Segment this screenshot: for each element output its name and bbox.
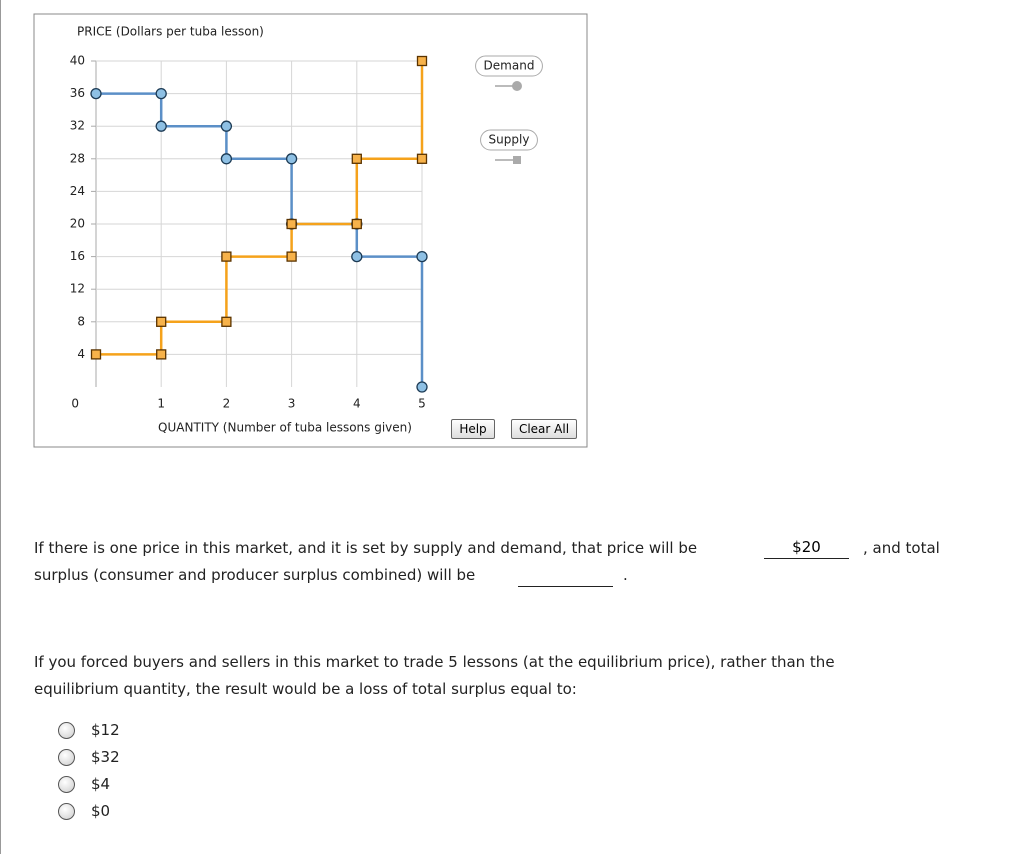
data-point <box>351 153 362 164</box>
y-tick-label: 24 <box>70 184 85 198</box>
option-label[interactable]: $0 <box>91 802 111 820</box>
data-point <box>156 316 167 327</box>
y-tick-label: 8 <box>77 314 85 328</box>
x-axis-label: QUANTITY (Number of tuba lessons given) <box>158 421 412 435</box>
answer-text: $20 <box>792 538 821 556</box>
answer-blank[interactable] <box>518 566 613 587</box>
legend-button <box>480 129 538 151</box>
data-point <box>416 153 428 164</box>
legend-label: Demand <box>484 59 535 73</box>
answer-blank[interactable]: $20 <box>764 538 849 559</box>
radio-button[interactable] <box>58 776 75 793</box>
data-point <box>286 251 297 262</box>
data-point <box>155 120 167 132</box>
option-label[interactable]: $12 <box>91 721 120 739</box>
data-point <box>416 381 428 393</box>
data-point <box>90 87 102 100</box>
legend-swatch <box>512 81 522 91</box>
option-label[interactable]: $32 <box>91 748 120 766</box>
y-tick-label: 40 <box>70 54 85 68</box>
question-text: . <box>623 566 628 584</box>
legend-button <box>475 55 543 77</box>
legend-label: Supply <box>489 133 530 147</box>
y-tick-label: 0 <box>71 397 79 411</box>
legend-swatch <box>513 156 521 164</box>
x-tick-label: 1 <box>157 397 165 411</box>
question-text: , and total <box>863 539 940 557</box>
data-point <box>220 153 233 165</box>
data-point <box>351 218 362 230</box>
data-point <box>285 153 298 165</box>
legend-item[interactable]: Demand <box>475 55 543 91</box>
radio-button[interactable] <box>58 722 75 739</box>
y-tick-label: 12 <box>70 282 85 296</box>
y-tick-label: 36 <box>70 86 85 100</box>
data-point <box>90 349 102 360</box>
radio-button[interactable] <box>58 803 75 820</box>
question-text: If you forced buyers and sellers in this… <box>34 653 835 671</box>
data-point <box>155 87 167 100</box>
data-point <box>351 250 363 263</box>
data-point <box>220 120 233 132</box>
data-point <box>156 349 167 360</box>
clear-all-button[interactable]: Clear All <box>511 419 577 439</box>
data-point <box>221 316 232 327</box>
y-tick-label: 28 <box>70 151 85 165</box>
y-tick-label: 20 <box>70 217 85 231</box>
data-point <box>416 55 428 67</box>
help-button[interactable]: Help <box>451 419 495 439</box>
question-text: surplus (consumer and producer surplus c… <box>34 566 476 584</box>
legend-item[interactable]: Supply <box>480 129 538 164</box>
radio-button[interactable] <box>58 749 75 766</box>
x-tick-label: 4 <box>353 397 361 411</box>
x-tick-label: 5 <box>418 397 426 411</box>
data-point <box>221 251 232 262</box>
data-point <box>416 250 428 263</box>
x-tick-label: 2 <box>223 397 231 411</box>
option-label[interactable]: $4 <box>91 775 111 793</box>
y-tick-label: 16 <box>70 249 85 263</box>
question-text: equilibrium quantity, the result would b… <box>34 680 577 698</box>
question-text: If there is one price in this market, an… <box>34 539 698 557</box>
chart-frame <box>33 13 588 448</box>
y-tick-label: 32 <box>70 119 85 133</box>
x-tick-label: 3 <box>288 397 296 411</box>
y-axis-label: PRICE (Dollars per tuba lesson) <box>77 25 264 39</box>
data-point <box>286 218 297 230</box>
y-tick-label: 4 <box>77 347 85 361</box>
